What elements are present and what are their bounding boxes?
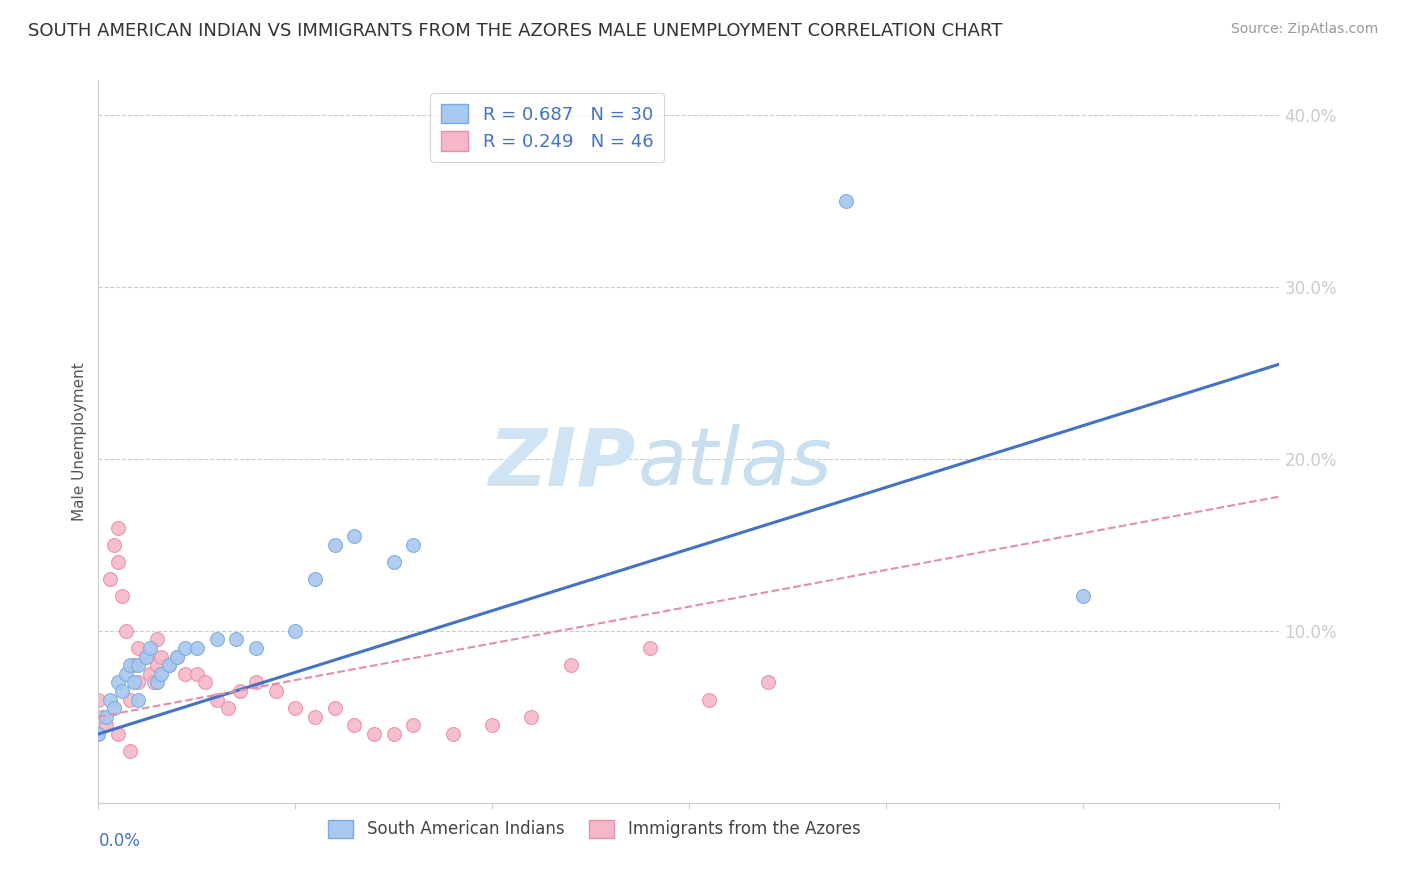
Point — [481, 718, 503, 732]
Point — [87, 692, 110, 706]
Point — [107, 727, 129, 741]
Point — [323, 538, 346, 552]
Point — [402, 538, 425, 552]
Point — [835, 194, 858, 208]
Point — [194, 675, 217, 690]
Point — [229, 684, 252, 698]
Point — [205, 692, 228, 706]
Point — [118, 744, 141, 758]
Point — [343, 529, 366, 543]
Point — [441, 727, 464, 741]
Point — [87, 727, 110, 741]
Point — [138, 666, 160, 681]
Point — [122, 675, 145, 690]
Point — [520, 710, 543, 724]
Point — [146, 658, 169, 673]
Point — [118, 692, 141, 706]
Point — [96, 718, 118, 732]
Point — [96, 710, 118, 724]
Point — [127, 675, 149, 690]
Point — [115, 666, 138, 681]
Y-axis label: Male Unemployment: Male Unemployment — [72, 362, 87, 521]
Text: ZIP: ZIP — [488, 425, 636, 502]
Point — [98, 572, 121, 586]
Point — [135, 649, 157, 664]
Point — [98, 692, 121, 706]
Text: Source: ZipAtlas.com: Source: ZipAtlas.com — [1230, 22, 1378, 37]
Point — [217, 701, 239, 715]
Text: atlas: atlas — [638, 425, 832, 502]
Point — [382, 727, 405, 741]
Point — [103, 701, 125, 715]
Point — [166, 649, 188, 664]
Point — [697, 692, 720, 706]
Point — [107, 520, 129, 534]
Point — [225, 632, 247, 647]
Point — [343, 718, 366, 732]
Point — [245, 640, 267, 655]
Point — [186, 640, 208, 655]
Text: 0.0%: 0.0% — [98, 831, 141, 850]
Point — [186, 666, 208, 681]
Point — [122, 658, 145, 673]
Point — [323, 701, 346, 715]
Point — [127, 692, 149, 706]
Point — [135, 649, 157, 664]
Point — [91, 710, 114, 724]
Point — [402, 718, 425, 732]
Legend: South American Indians, Immigrants from the Azores: South American Indians, Immigrants from … — [322, 813, 868, 845]
Point — [150, 649, 173, 664]
Point — [382, 555, 405, 569]
Point — [284, 701, 307, 715]
Point — [142, 675, 165, 690]
Point — [118, 658, 141, 673]
Text: SOUTH AMERICAN INDIAN VS IMMIGRANTS FROM THE AZORES MALE UNEMPLOYMENT CORRELATIO: SOUTH AMERICAN INDIAN VS IMMIGRANTS FROM… — [28, 22, 1002, 40]
Point — [304, 710, 326, 724]
Point — [150, 666, 173, 681]
Point — [157, 658, 180, 673]
Point — [146, 675, 169, 690]
Point — [205, 632, 228, 647]
Point — [166, 649, 188, 664]
Point — [363, 727, 385, 741]
Point — [103, 538, 125, 552]
Point — [107, 555, 129, 569]
Point — [264, 684, 287, 698]
Point — [115, 624, 138, 638]
Point — [146, 632, 169, 647]
Point — [111, 590, 134, 604]
Point — [138, 640, 160, 655]
Point — [87, 727, 110, 741]
Point — [304, 572, 326, 586]
Point — [245, 675, 267, 690]
Point — [560, 658, 582, 673]
Point — [638, 640, 661, 655]
Point — [174, 666, 197, 681]
Point — [107, 675, 129, 690]
Point — [284, 624, 307, 638]
Point — [111, 684, 134, 698]
Point — [157, 658, 180, 673]
Point — [127, 658, 149, 673]
Point — [756, 675, 779, 690]
Point — [127, 640, 149, 655]
Point — [174, 640, 197, 655]
Point — [1071, 590, 1094, 604]
